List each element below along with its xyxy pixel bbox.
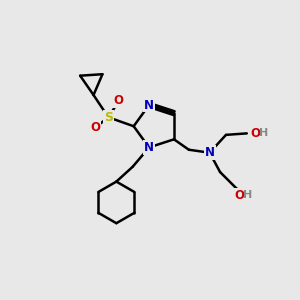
Text: N: N [144,98,154,112]
Text: O: O [90,121,100,134]
Text: O: O [250,127,260,140]
Text: O: O [114,94,124,107]
Text: S: S [104,111,113,124]
Text: N: N [144,141,154,154]
Text: H: H [243,190,252,200]
Text: H: H [259,128,268,138]
Text: O: O [234,189,244,202]
Text: N: N [205,146,214,159]
